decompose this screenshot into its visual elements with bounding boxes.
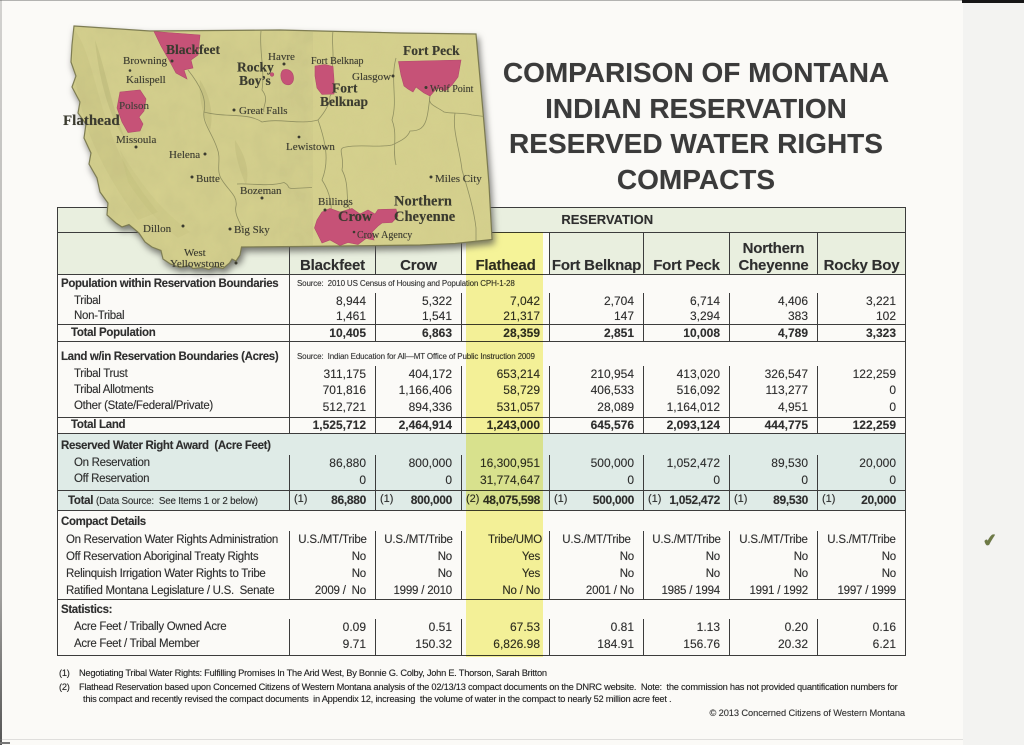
svg-text:Crow: Crow [338, 209, 373, 225]
svg-text:Lewistown: Lewistown [286, 141, 335, 153]
svg-text:Missoula: Missoula [116, 134, 156, 146]
svg-text:Belknap: Belknap [320, 94, 368, 109]
svg-text:Great Falls: Great Falls [239, 105, 288, 117]
svg-text:Blackfeet: Blackfeet [166, 42, 220, 57]
svg-text:Northern: Northern [394, 194, 452, 210]
svg-text:Glasgow: Glasgow [352, 71, 391, 83]
svg-text:West: West [184, 247, 206, 259]
svg-text:Havre: Havre [268, 51, 295, 63]
svg-text:Helena: Helena [169, 149, 200, 161]
svg-text:Flathead: Flathead [63, 113, 120, 129]
svg-text:Cheyenne: Cheyenne [394, 209, 456, 225]
svg-text:Boy’s: Boy’s [239, 73, 271, 88]
svg-text:Miles City: Miles City [435, 173, 482, 185]
svg-text:Crow Agency: Crow Agency [357, 230, 412, 241]
svg-text:Bozeman: Bozeman [240, 185, 282, 197]
svg-text:Dillon: Dillon [143, 223, 172, 235]
svg-text:Yellowstone: Yellowstone [170, 258, 225, 270]
svg-text:Polson: Polson [119, 100, 149, 112]
svg-text:Fort Peck: Fort Peck [403, 43, 460, 58]
svg-text:Butte: Butte [196, 173, 220, 185]
svg-text:Browning: Browning [123, 55, 168, 67]
svg-text:Fort Belknap: Fort Belknap [311, 56, 364, 67]
svg-text:Billings: Billings [318, 196, 353, 208]
svg-text:Kalispell: Kalispell [126, 74, 166, 86]
svg-text:Rocky: Rocky [237, 60, 274, 75]
svg-text:Wolf Point: Wolf Point [430, 84, 474, 95]
svg-text:Big Sky: Big Sky [234, 224, 270, 236]
svg-text:Fort: Fort [332, 81, 358, 96]
